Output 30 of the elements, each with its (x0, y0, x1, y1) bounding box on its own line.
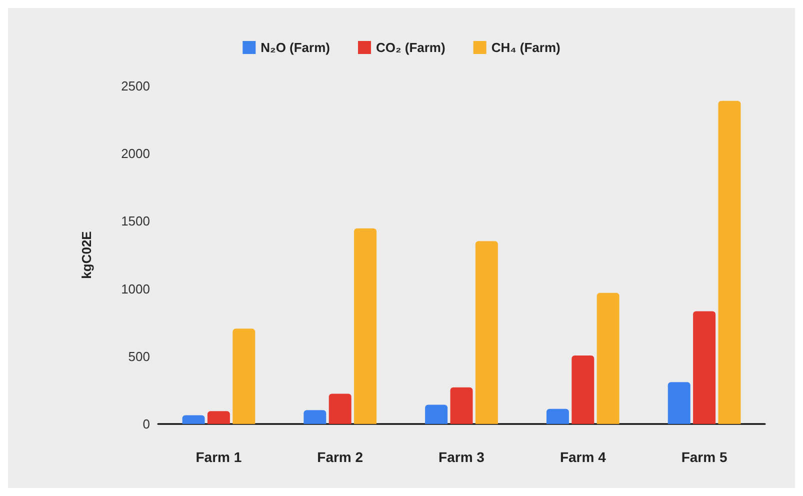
bar (232, 328, 256, 424)
bar (207, 411, 230, 424)
y-tick-label: 2000 (121, 146, 150, 162)
y-tick-label: 2500 (121, 78, 150, 94)
bar (475, 241, 498, 424)
bar (596, 292, 620, 424)
x-tick-label: Farm 1 (196, 449, 242, 465)
bar (328, 394, 352, 424)
bar (668, 382, 690, 424)
legend-label: CO₂ (Farm) (376, 40, 446, 55)
legend-label: CH₄ (Farm) (491, 40, 560, 55)
bar (572, 355, 594, 424)
bar (546, 408, 569, 424)
y-tick-label: 1500 (121, 214, 150, 229)
bar (304, 410, 326, 424)
bar (425, 404, 448, 424)
x-tick-label: Farm 2 (317, 449, 364, 465)
y-tick-label: 0 (142, 416, 150, 432)
bar (693, 311, 716, 424)
y-tick-label: 500 (128, 348, 150, 364)
bar (718, 100, 741, 424)
x-tick-label: Farm 4 (560, 449, 606, 465)
y-axis-title: kgC02E (79, 230, 94, 279)
bar (354, 228, 377, 424)
bar (450, 387, 473, 424)
x-tick-label: Farm 5 (681, 449, 728, 465)
legend-label: N₂O (Farm) (260, 40, 330, 55)
x-tick-label: Farm 3 (438, 449, 485, 465)
y-tick-label: 1000 (121, 281, 150, 296)
bar (182, 415, 205, 424)
